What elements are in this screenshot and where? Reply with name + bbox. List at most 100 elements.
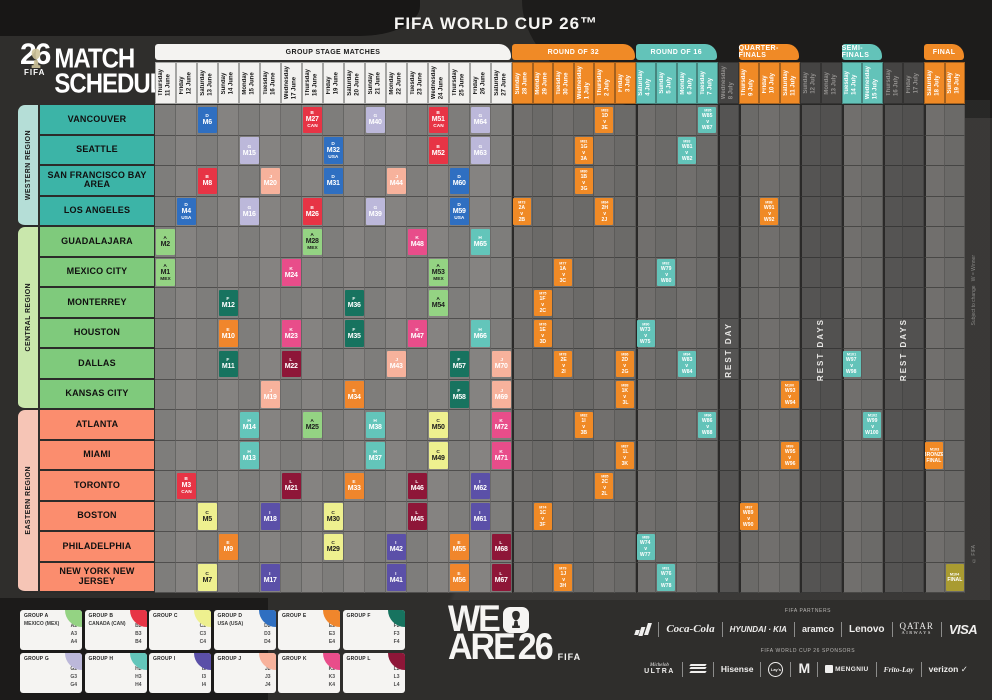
date-header: Tuesday 23 June bbox=[407, 62, 428, 104]
grid-cell bbox=[197, 379, 218, 410]
grid-cell bbox=[553, 379, 574, 410]
city-label-guadalajara: GUADALAJARA bbox=[40, 227, 154, 258]
group-card-title: GROUP K bbox=[282, 656, 307, 662]
grid-cell bbox=[882, 410, 904, 441]
group-letter: I bbox=[479, 479, 481, 485]
grid-cell bbox=[428, 501, 449, 532]
grid-cell bbox=[903, 562, 924, 593]
grid-cell bbox=[365, 166, 386, 197]
grid-cell bbox=[924, 410, 945, 441]
group-card-team: MEXICO (MEX) bbox=[24, 621, 60, 627]
qualifier-line: 1I bbox=[581, 418, 586, 424]
grid-cell bbox=[532, 532, 554, 563]
grid-cell bbox=[800, 135, 821, 166]
match-number: M104 bbox=[949, 572, 960, 577]
match-cell-m36: F M36 bbox=[345, 289, 364, 316]
hisense-logo: Hisense bbox=[720, 664, 754, 674]
stage-header-semi-finals: SEMI-FINALS bbox=[841, 44, 882, 60]
grid-cell bbox=[428, 166, 449, 197]
group-letter: B bbox=[205, 174, 209, 180]
qualifier-line: W82 bbox=[681, 156, 693, 162]
grid-cell bbox=[944, 288, 966, 319]
grid-cell bbox=[944, 379, 966, 410]
grid-cell bbox=[365, 562, 386, 593]
region-label-western: WESTERN REGION bbox=[18, 105, 38, 227]
city-label-kansas-city: KANSAS CITY bbox=[40, 379, 154, 410]
grid-cell bbox=[738, 166, 760, 197]
match-cell-m91: M91 W76 v W78 bbox=[657, 564, 676, 591]
grid-cell bbox=[155, 288, 176, 319]
date-header: Monday 22 June bbox=[386, 62, 407, 104]
lays-logo: Lay’s bbox=[768, 661, 784, 677]
group-card-title: GROUP B bbox=[88, 613, 114, 619]
grid-cell bbox=[821, 379, 842, 410]
grid-cell bbox=[615, 227, 636, 258]
match-cell-m96: M96 W86 v W88 bbox=[698, 411, 717, 438]
grid-cell bbox=[512, 532, 533, 563]
grid-cell bbox=[512, 471, 533, 502]
grid-cell bbox=[944, 501, 966, 532]
date-label: Saturday 27 June bbox=[494, 70, 508, 96]
grid-cell bbox=[862, 562, 883, 593]
grid-cell bbox=[779, 135, 801, 166]
grid-cell bbox=[718, 410, 739, 441]
grid-cell bbox=[532, 196, 554, 227]
grid-cell bbox=[821, 166, 842, 197]
match-number: M93 bbox=[683, 139, 691, 144]
grid-cell bbox=[656, 440, 677, 471]
grid-cell bbox=[882, 501, 904, 532]
match-number: M26 bbox=[305, 210, 319, 218]
match-number: M21 bbox=[284, 485, 298, 493]
city-label-philadelphia: PHILADELPHIA bbox=[40, 532, 154, 563]
grid-cell bbox=[302, 288, 323, 319]
qualifier-line: 1C bbox=[539, 510, 546, 516]
grid-cell bbox=[738, 379, 760, 410]
grid-cell bbox=[944, 318, 966, 349]
qualifier-line: 3C bbox=[559, 278, 567, 284]
grid-cell bbox=[903, 349, 924, 380]
grid-cell bbox=[615, 318, 636, 349]
qualifier-line: v bbox=[541, 302, 545, 308]
date-header: Friday 3 July bbox=[615, 62, 636, 104]
qualifier-line: 3G bbox=[580, 186, 588, 192]
grid-cell bbox=[821, 288, 842, 319]
grid-cell bbox=[386, 227, 407, 258]
grid-cell bbox=[882, 471, 904, 502]
grid-cell bbox=[260, 471, 281, 502]
grid-cell bbox=[718, 471, 739, 502]
date-header: Sunday 19 July bbox=[944, 62, 966, 104]
grid-cell bbox=[944, 227, 966, 258]
match-number: M99 bbox=[786, 444, 794, 449]
grid-cell bbox=[800, 196, 821, 227]
grid-cell bbox=[882, 196, 904, 227]
qualifier-line: v bbox=[541, 516, 545, 522]
separator bbox=[920, 661, 922, 677]
grid-cell bbox=[553, 227, 574, 258]
group-letter: B bbox=[184, 476, 188, 482]
grid-cell bbox=[594, 227, 615, 258]
grid-cell bbox=[759, 410, 780, 441]
match-number: M56 bbox=[452, 576, 466, 584]
grid-cell bbox=[841, 318, 863, 349]
grid-cell bbox=[281, 440, 302, 471]
match-cell-m103: M103BRONZEFINAL bbox=[925, 442, 944, 469]
match-number: M42 bbox=[389, 546, 403, 554]
grid-cell bbox=[365, 318, 386, 349]
grid-cell bbox=[323, 562, 344, 593]
date-label: Thursday 2 July bbox=[597, 69, 611, 97]
qualifier-line: v bbox=[541, 333, 545, 339]
city-label-miami: MIAMI bbox=[40, 440, 154, 471]
grid-cell bbox=[676, 288, 698, 319]
visa-logo: VISA bbox=[948, 621, 978, 637]
grid-cell bbox=[386, 257, 407, 288]
qualifier-line: v bbox=[685, 150, 689, 156]
group-letter: J bbox=[394, 174, 398, 180]
qualifier-line: 3E bbox=[601, 125, 608, 131]
grid-cell bbox=[718, 349, 739, 380]
group-card-title: GROUP L bbox=[346, 656, 371, 662]
qualifier-line: W98 bbox=[846, 369, 857, 375]
grid-cell bbox=[821, 227, 842, 258]
logo-line-match: MATCH bbox=[54, 43, 135, 75]
grid-cell bbox=[759, 166, 780, 197]
match-cell-m58: F M58 bbox=[450, 381, 469, 408]
